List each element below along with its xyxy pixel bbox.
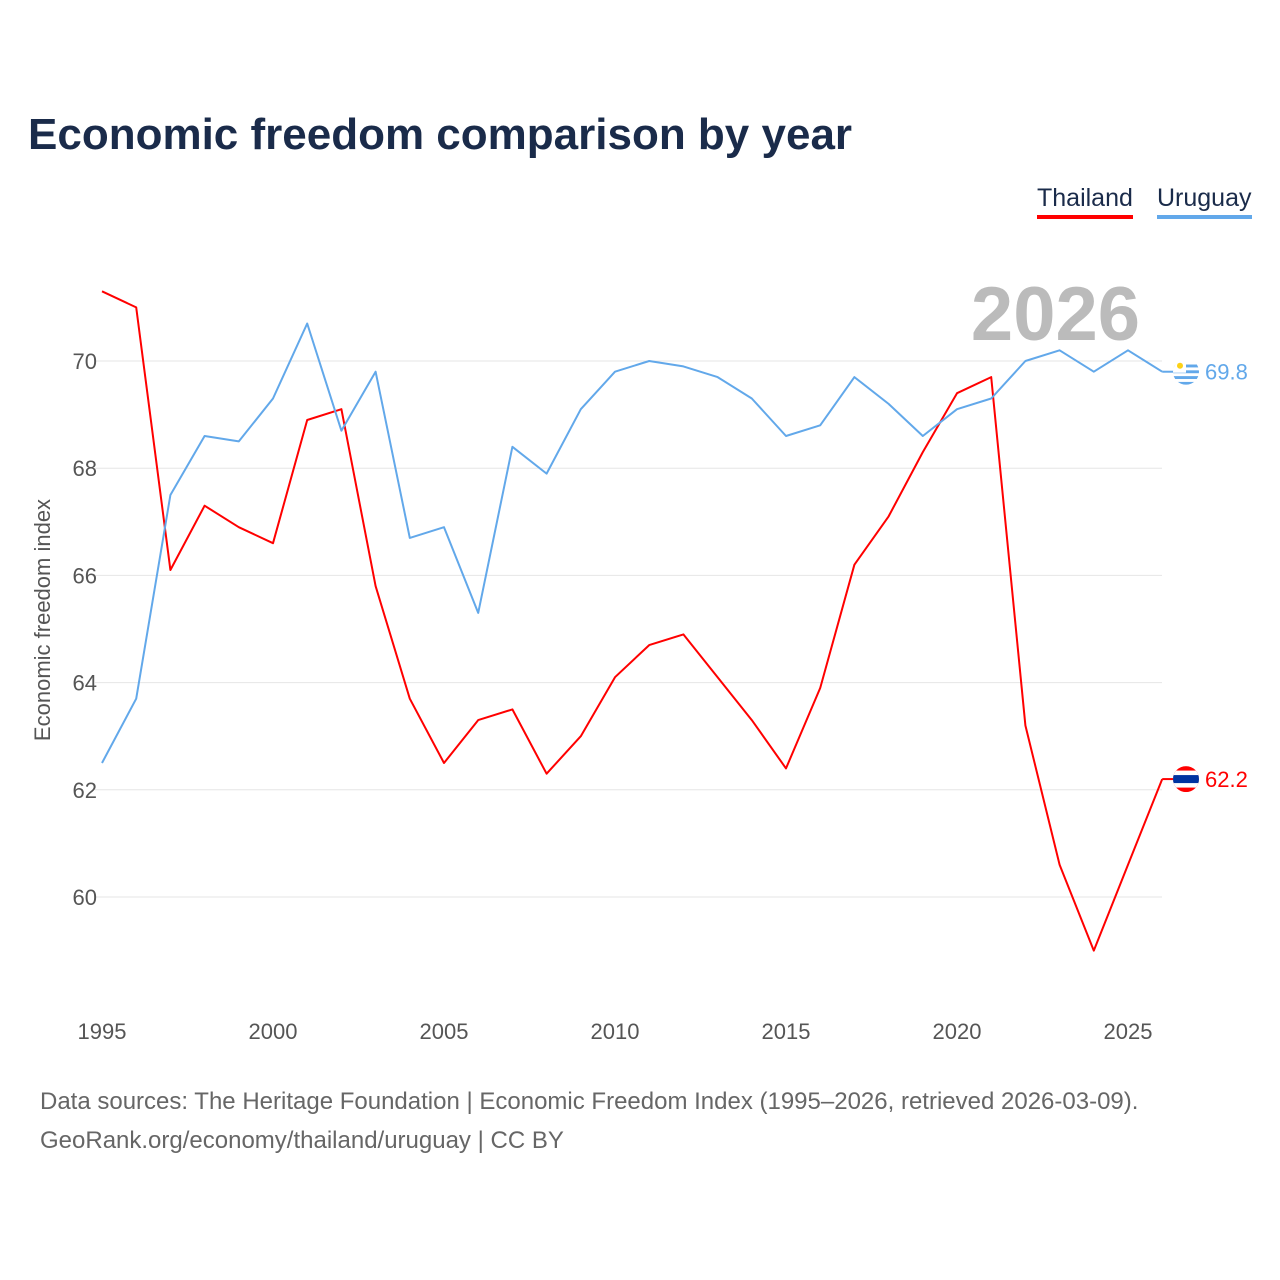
series-line-uruguay: [101, 322, 1163, 764]
y-tick-label: 70: [73, 349, 97, 374]
end-value-label: 69.8: [1205, 360, 1248, 385]
y-tick-label: 64: [73, 671, 97, 696]
series-line-thailand: [101, 290, 1164, 952]
footer-link[interactable]: GeoRank.org/economy/thailand/uruguay | C…: [40, 1127, 564, 1154]
chart-title: Economic freedom comparison by year: [28, 110, 853, 159]
flag-stripe: [1173, 376, 1199, 380]
y-tick-label: 66: [73, 563, 97, 588]
thailand-flag-icon: [1173, 766, 1199, 793]
flag-sun: [1177, 362, 1183, 369]
x-tick-label: 2020: [933, 1019, 982, 1044]
footer-sources: Data sources: The Heritage Foundation | …: [40, 1088, 1139, 1115]
y-tick-label: 68: [73, 456, 97, 481]
x-tick-label: 2000: [249, 1019, 298, 1044]
end-value-label: 62.2: [1205, 767, 1248, 792]
year-watermark: 2026: [971, 272, 1140, 357]
y-tick-label: 62: [73, 778, 97, 803]
flag-stripe: [1173, 381, 1199, 385]
y-tick-label: 60: [73, 885, 97, 910]
x-tick-label: 2025: [1104, 1019, 1153, 1044]
x-tick-label: 2005: [420, 1019, 469, 1044]
flag-body: [1173, 358, 1199, 385]
uruguay-flag-icon: [1173, 358, 1199, 385]
x-tick-label: 2015: [762, 1019, 811, 1044]
x-tick-label: 2010: [591, 1019, 640, 1044]
legend-uruguay[interactable]: Uruguay: [1157, 184, 1252, 219]
flag-body: [1173, 766, 1199, 793]
y-axis-label: Economic freedom index: [30, 499, 55, 741]
legend-thailand[interactable]: Thailand: [1037, 184, 1133, 219]
x-tick-label: 1995: [78, 1019, 127, 1044]
flag-stripe: [1173, 775, 1199, 784]
